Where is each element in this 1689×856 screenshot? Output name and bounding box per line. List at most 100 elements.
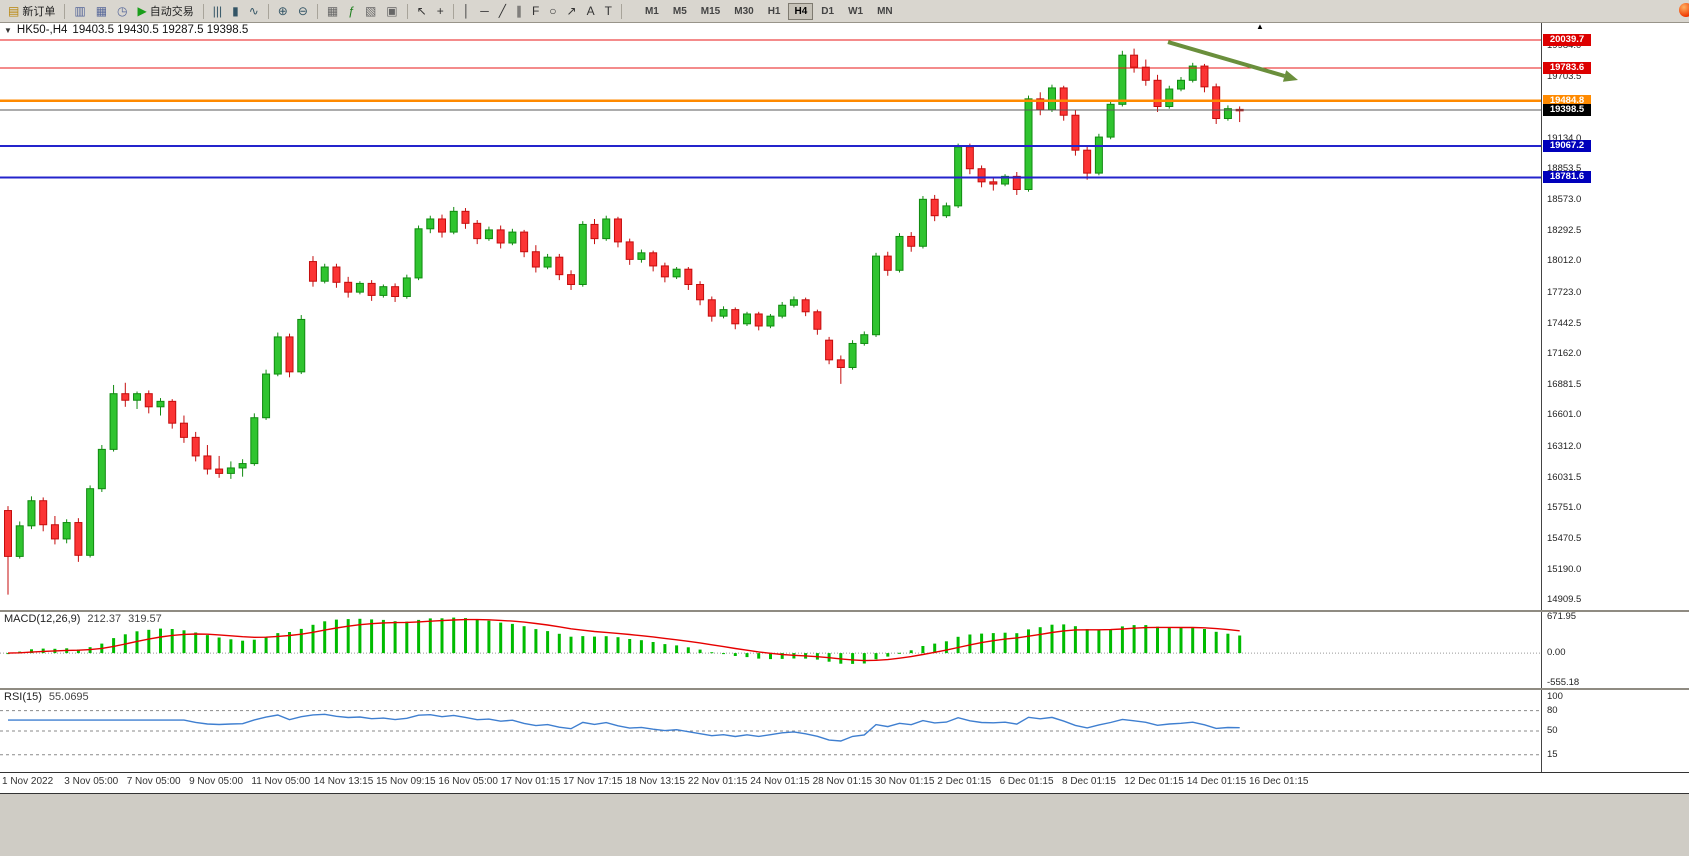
timeframe-m5[interactable]: M5 (672, 5, 687, 17)
horizontal-line-icon[interactable]: ─ (476, 1, 493, 21)
indicators-icon[interactable]: ƒ (344, 1, 359, 21)
rsi-panel[interactable] (0, 690, 1541, 772)
macd-bar (252, 639, 256, 654)
trendline-icon[interactable]: ╱ (495, 1, 510, 21)
cursor-icon[interactable]: ↖ (413, 1, 431, 21)
chart-ohlc: 19403.5 19430.5 19287.5 19398.5 (72, 24, 249, 36)
price-tick-label: 17442.5 (1547, 317, 1582, 329)
autotrading-button[interactable]: ▶ 自动交易 (134, 1, 198, 21)
macd-bar (1132, 625, 1136, 654)
timeframe-h1[interactable]: H1 (767, 5, 781, 17)
text-label-icon: T (604, 4, 612, 18)
candle-body (1024, 98, 1033, 190)
macd-tick-label: 0.00 (1547, 647, 1566, 659)
candle-body (1177, 79, 1185, 90)
time-axis[interactable]: 1 Nov 2022 3 Nov 05:00 7 Nov 05:00 9 Nov 05… (0, 772, 1689, 794)
candle-body (825, 339, 834, 361)
timeframe-mn[interactable]: MN (877, 5, 893, 17)
timeframe-d1[interactable]: D1 (821, 5, 835, 17)
candle-body (531, 251, 540, 268)
charts-icon: ▥ (74, 4, 86, 18)
macd-bar (464, 618, 467, 654)
macd-bar (1038, 627, 1042, 654)
panel-separator[interactable] (0, 610, 1689, 612)
zoom-in-icon[interactable]: ⊕ (274, 1, 292, 21)
macd-bar (299, 628, 303, 654)
candlestick-chart-icon: ▮ (232, 4, 239, 18)
macd-bar (510, 623, 514, 654)
macd-bar (616, 637, 620, 654)
shapes-icon[interactable]: ○ (545, 1, 560, 21)
price-axis[interactable]: 19984.019703.519423.019134.018853.518573… (1541, 22, 1689, 792)
line-chart-icon[interactable]: ∿ (245, 1, 263, 21)
arrows-icon[interactable]: ↗ (563, 1, 581, 21)
zoom-out-icon[interactable]: ⊖ (294, 1, 312, 21)
crosshair-icon[interactable]: + (433, 1, 448, 21)
periods-icon[interactable]: ▧ (361, 1, 380, 21)
candlestick-chart-icon[interactable]: ▮ (228, 1, 243, 21)
timeframe-m1[interactable]: M1 (644, 5, 659, 17)
macd-bar (1238, 635, 1242, 654)
toolbar-separator (406, 3, 408, 19)
news-badge-icon[interactable] (1679, 3, 1689, 17)
macd-bar (264, 636, 268, 654)
vertical-line-icon: │ (462, 4, 471, 18)
macd-bar (1073, 626, 1077, 654)
templates-icon[interactable]: ▣ (382, 1, 401, 21)
candle-body (332, 266, 341, 283)
price-tick-label: 14909.5 (1547, 594, 1582, 606)
price-tick-label: 17162.0 (1547, 348, 1582, 360)
panel-separator[interactable] (0, 688, 1689, 690)
macd-bar (229, 639, 233, 654)
macd-bar (370, 619, 374, 654)
macd-bar (557, 633, 561, 654)
macd-bar (112, 638, 116, 654)
candle-body (226, 467, 235, 474)
main-chart[interactable] (0, 22, 1541, 610)
channel-icon[interactable]: ∥ (512, 1, 526, 21)
tile-windows-icon[interactable]: ▦ (323, 1, 342, 21)
vertical-line-icon[interactable]: │ (459, 1, 475, 21)
timeframe-m15[interactable]: M15 (700, 5, 721, 17)
candle-body (484, 229, 493, 240)
macd-bar (675, 645, 679, 654)
macd-panel[interactable] (0, 612, 1541, 688)
timeframe-h4[interactable]: H4 (788, 2, 814, 20)
time-axis-label: 9 Nov 05:00 (189, 776, 244, 787)
alerts-icon[interactable]: ◷ (113, 1, 131, 21)
trend-arrow-line[interactable] (1167, 40, 1286, 78)
tile-windows-icon: ▦ (326, 4, 339, 18)
candle-body (625, 241, 634, 260)
text-label-icon[interactable]: T (601, 1, 616, 21)
macd-bar (1167, 627, 1171, 654)
bar-chart-icon[interactable]: ||| (209, 1, 226, 21)
new-order-button[interactable]: ▤ 新订单 (4, 1, 59, 21)
timeframe-m30[interactable]: M30 (734, 5, 754, 17)
macd-bar (475, 619, 479, 654)
candle-body (660, 265, 669, 278)
charts-icon[interactable]: ▥ (70, 1, 89, 21)
rsi-value: 55.0695 (48, 691, 89, 703)
candle-body (144, 393, 153, 408)
candle-body (215, 468, 224, 474)
macd-bar (710, 652, 714, 654)
candle-body (918, 198, 927, 247)
macd-bar (886, 653, 890, 657)
profiles-icon[interactable]: ▦ (92, 1, 111, 21)
time-axis-label: 7 Nov 05:00 (126, 776, 181, 787)
toolbar-separator (64, 3, 66, 19)
object-anchor-icon: ▲ (1256, 22, 1264, 31)
macd-bar (956, 636, 960, 654)
candle-body (461, 210, 470, 224)
macd-bar (1027, 629, 1030, 654)
time-axis-label: 2 Dec 01:15 (937, 776, 992, 787)
text-icon[interactable]: A (583, 1, 599, 21)
fibonacci-icon[interactable]: F (528, 1, 543, 21)
macd-bar (428, 618, 432, 654)
timeframe-w1[interactable]: W1 (848, 5, 864, 17)
horizontal-line-icon: ─ (480, 4, 489, 18)
one-click-collapse-icon[interactable]: ▼ (4, 25, 12, 35)
candle-body (414, 228, 423, 279)
candle-body (1141, 66, 1150, 81)
macd-bar (205, 635, 209, 654)
